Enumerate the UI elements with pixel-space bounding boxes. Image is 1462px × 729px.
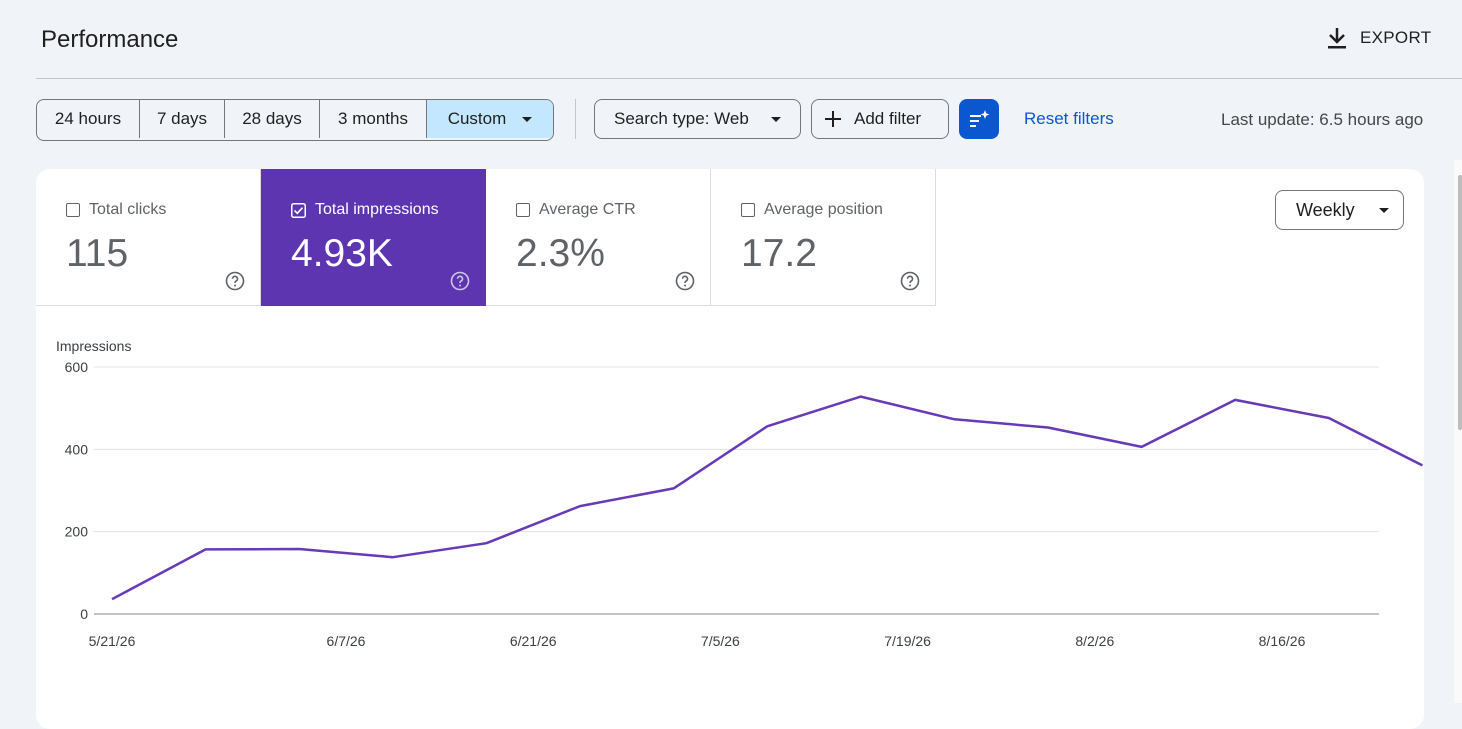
plus-icon — [825, 111, 841, 127]
download-icon — [1328, 28, 1346, 49]
metric-label: Average position — [764, 201, 883, 218]
metric-value: 2.3% — [516, 232, 605, 275]
checkbox-unchecked-icon[interactable] — [516, 203, 530, 217]
metric-average-ctr[interactable]: Average CTR 2.3% — [486, 169, 711, 306]
caret-down-icon — [1378, 207, 1389, 213]
metric-total-clicks[interactable]: Total clicks 115 — [36, 169, 261, 306]
y-tick-label: 400 — [65, 441, 89, 457]
performance-card: Total clicks 115 Total impressions 4.93K… — [36, 169, 1424, 729]
search-type-dropdown[interactable]: Search type: Web — [594, 99, 801, 139]
metric-label: Total clicks — [89, 201, 167, 218]
granularity-label: Weekly — [1296, 199, 1355, 220]
header-divider — [36, 78, 1462, 79]
range-label: 28 days — [242, 109, 302, 128]
range-label: 24 hours — [54, 109, 122, 128]
export-button[interactable]: EXPORT — [1326, 26, 1431, 50]
x-tick-label: 6/7/26 — [327, 633, 366, 649]
granularity-dropdown[interactable]: Weekly — [1275, 190, 1404, 230]
last-update-text: Last update: 6.5 hours ago — [1221, 110, 1424, 129]
range-7-days[interactable]: 7 days — [140, 100, 225, 138]
scrollbar-track[interactable] — [1454, 160, 1462, 703]
help-icon[interactable] — [675, 271, 695, 291]
x-tick-label: 5/21/26 — [89, 633, 136, 649]
add-filter-label: Add filter — [854, 109, 922, 128]
range-28-days[interactable]: 28 days — [225, 100, 320, 138]
metric-label: Total impressions — [315, 201, 439, 218]
metric-label: Average CTR — [539, 201, 636, 218]
scrollbar-thumb[interactable] — [1458, 175, 1462, 430]
y-tick-label: 600 — [65, 359, 89, 375]
range-3-months[interactable]: 3 months — [320, 100, 427, 138]
range-24-hours[interactable]: 24 hours — [37, 100, 140, 138]
sparkle-filter-icon — [970, 110, 990, 127]
export-label: EXPORT — [1360, 28, 1432, 47]
y-axis-label: Impressions — [56, 338, 131, 354]
caret-down-icon — [770, 116, 781, 122]
range-label: 3 months — [338, 109, 408, 128]
x-tick-label: 7/5/26 — [701, 633, 740, 649]
add-filter-button[interactable]: Add filter — [811, 99, 949, 139]
help-icon[interactable] — [225, 271, 245, 291]
y-tick-label: 0 — [80, 606, 88, 622]
range-label: 7 days — [156, 109, 208, 128]
x-tick-label: 8/2/26 — [1075, 633, 1114, 649]
impressions-chart: 0 200 400 600 5/21/26 6/7/26 6/21/26 7/5/26 7/1… — [56, 338, 1423, 649]
y-tick-label: 200 — [65, 524, 89, 540]
help-icon[interactable] — [900, 271, 920, 291]
page-header: Performance EXPORT — [0, 0, 1462, 78]
range-label: Custom — [447, 109, 507, 128]
caret-down-icon — [522, 116, 533, 122]
range-custom[interactable]: Custom — [427, 100, 553, 138]
ai-filter-button[interactable] — [959, 99, 999, 139]
x-tick-label: 6/21/26 — [510, 633, 557, 649]
page-title: Performance — [41, 26, 179, 53]
reset-filters-link[interactable]: Reset filters — [1024, 109, 1114, 128]
series-line — [111, 395, 1423, 601]
metric-average-position[interactable]: Average position 17.2 — [711, 169, 936, 306]
checkbox-unchecked-icon[interactable] — [66, 203, 80, 217]
checkbox-unchecked-icon[interactable] — [741, 203, 755, 217]
x-tick-label: 7/19/26 — [884, 633, 931, 649]
metric-value: 115 — [66, 232, 129, 275]
toolbar-separator — [575, 99, 576, 139]
help-icon[interactable] — [450, 271, 470, 291]
date-range-selector: 24 hours 7 days 28 days 3 months Custom — [36, 99, 554, 141]
checkbox-checked-icon[interactable] — [291, 202, 306, 218]
search-type-label: Search type: Web — [614, 109, 749, 128]
metric-value: 4.93K — [291, 232, 393, 275]
metric-total-impressions[interactable]: Total impressions 4.93K — [261, 169, 486, 306]
metric-value: 17.2 — [741, 232, 817, 275]
x-tick-label: 8/16/26 — [1259, 633, 1306, 649]
